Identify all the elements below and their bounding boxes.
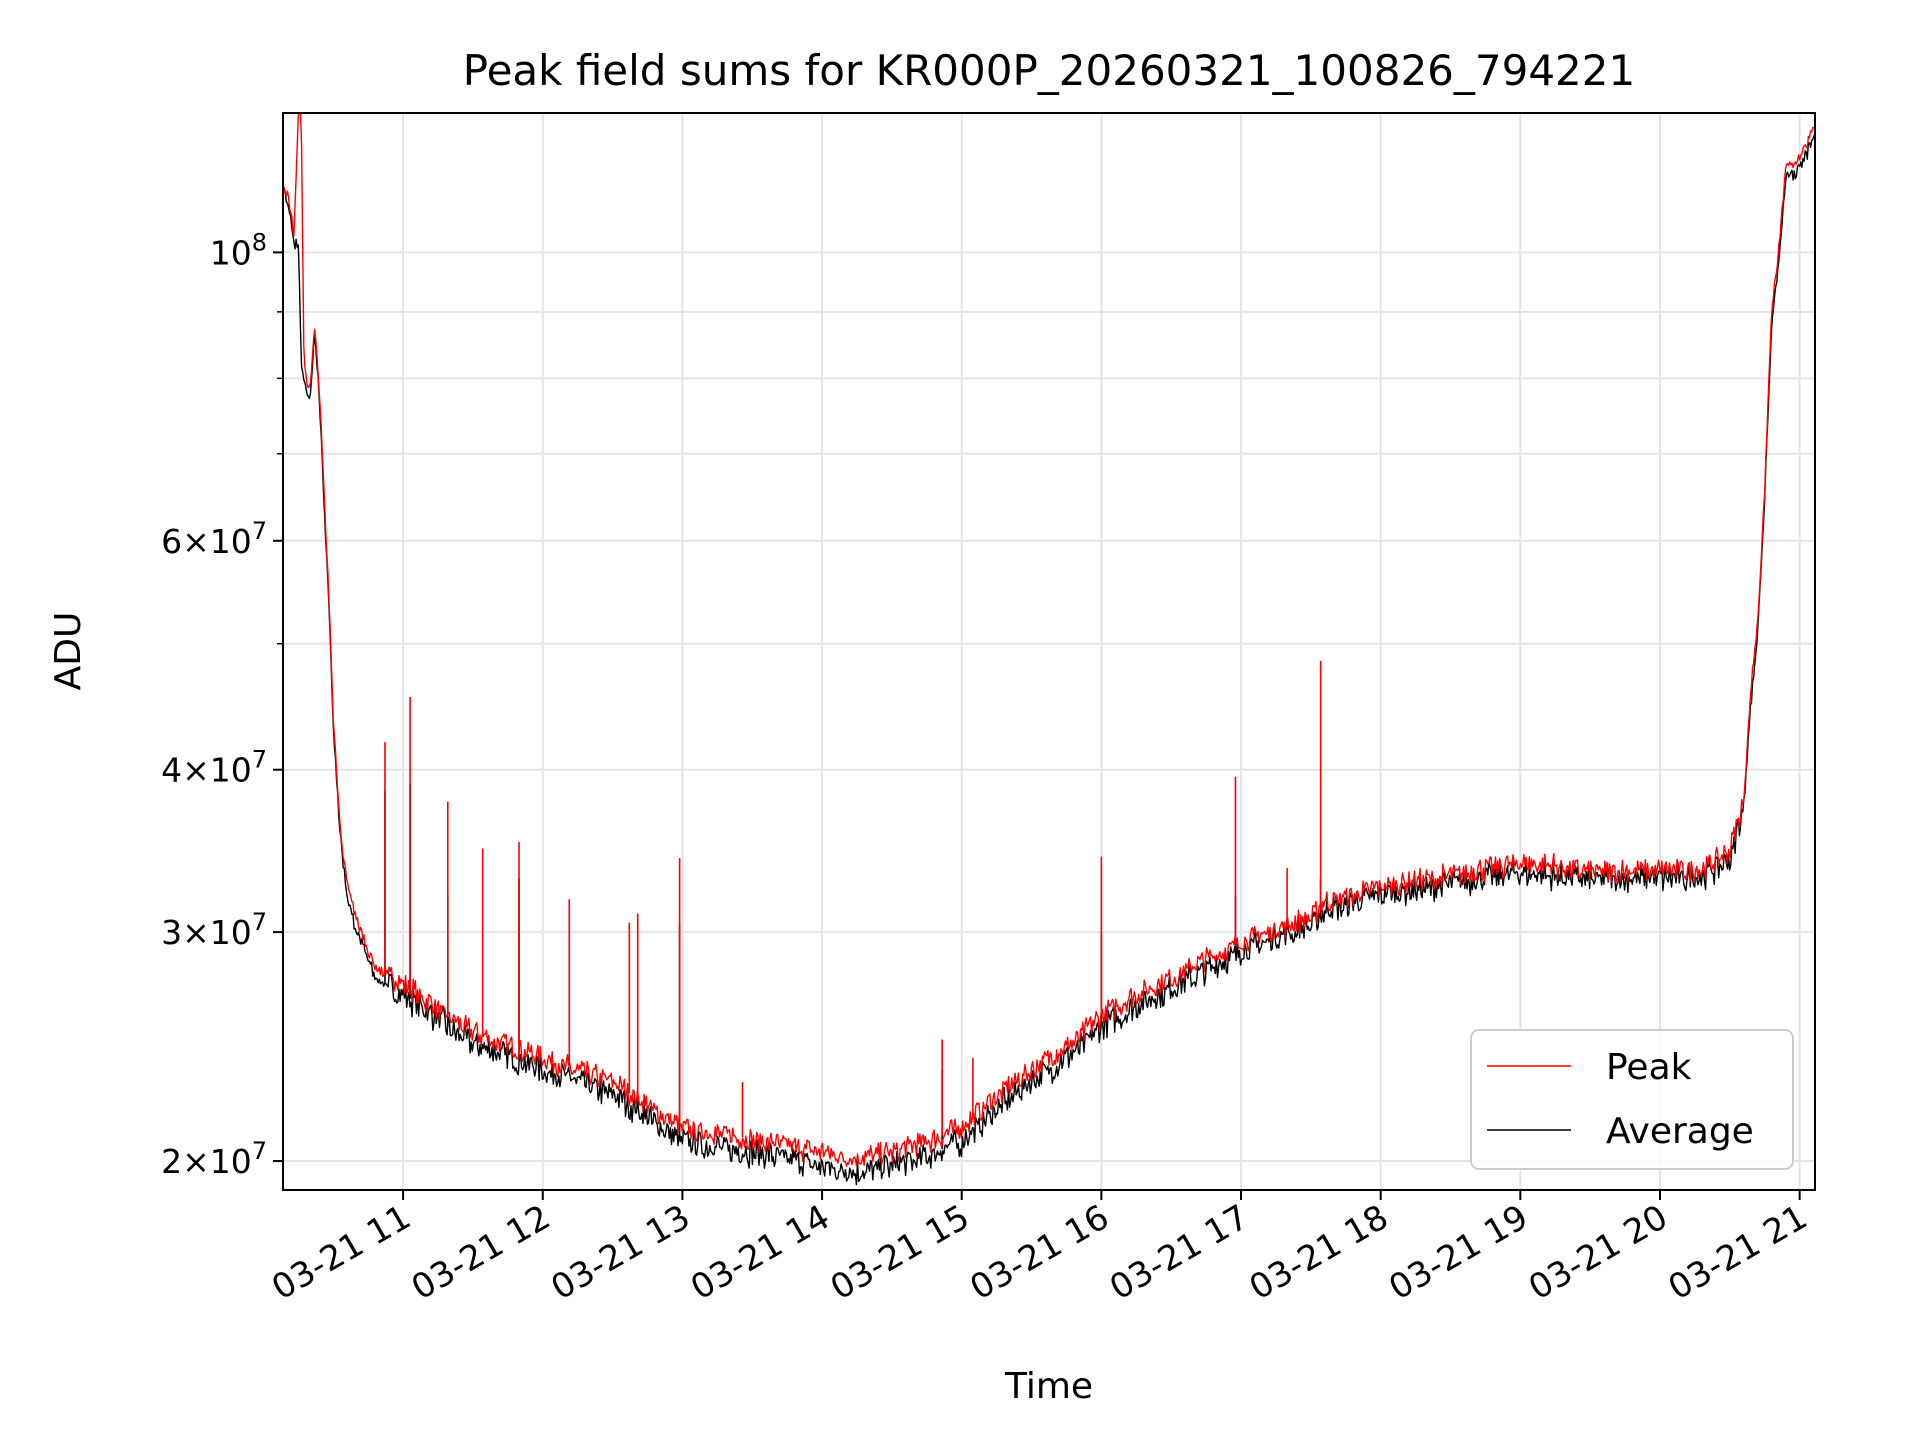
- y-tick-label: 2×107: [161, 1137, 267, 1181]
- chart-title: Peak field sums for KR000P_20260321_1008…: [463, 46, 1635, 95]
- y-tick-label: 4×107: [161, 746, 267, 790]
- plot-frame: [282, 112, 1816, 1191]
- y-tick-label: 6×107: [161, 517, 267, 561]
- legend-label-peak: Peak: [1606, 1047, 1692, 1088]
- legend-box: [1470, 1029, 1794, 1170]
- average-series-line: [282, 135, 1816, 1186]
- y-tick-label: 108: [210, 228, 267, 272]
- legend: Peak Average: [1470, 1029, 1794, 1170]
- peak-series-line: [282, 112, 1816, 1167]
- x-axis-label: Time: [1004, 1366, 1093, 1407]
- plot-series: [282, 112, 1816, 1186]
- grid-lines: [283, 113, 1815, 1190]
- y-axis-label: ADU: [48, 612, 89, 691]
- legend-label-average: Average: [1606, 1111, 1754, 1152]
- y-tick-label: 3×107: [161, 908, 267, 952]
